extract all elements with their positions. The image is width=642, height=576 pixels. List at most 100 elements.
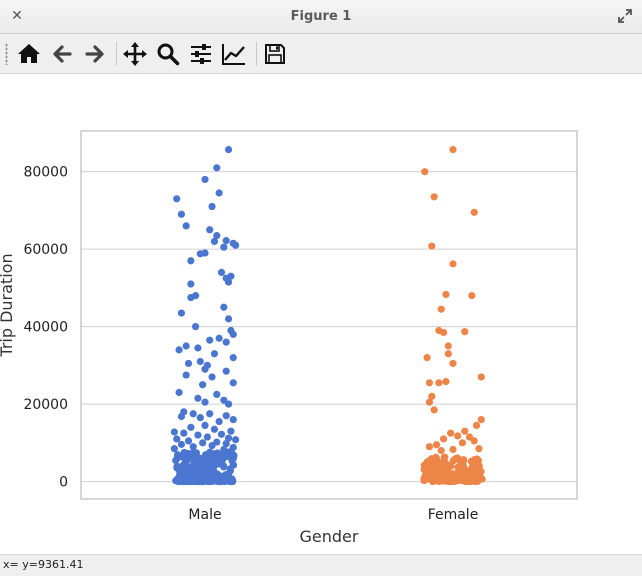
- y-tick-label: 80000: [23, 165, 68, 181]
- data-point: [187, 257, 195, 265]
- grid-layer: [81, 171, 577, 483]
- data-point: [468, 463, 477, 471]
- data-point: [477, 468, 485, 476]
- data-point: [201, 365, 209, 373]
- data-point: [173, 435, 181, 443]
- data-point: [443, 477, 451, 485]
- data-point: [444, 469, 452, 478]
- arrow-right-icon: [85, 45, 104, 63]
- configure-subplots-button[interactable]: [186, 39, 216, 69]
- y-tick-label: 60000: [23, 242, 68, 258]
- zoom-button[interactable]: [153, 39, 183, 69]
- data-point: [192, 472, 200, 481]
- data-point: [432, 441, 441, 449]
- data-point: [437, 305, 445, 313]
- data-point: [464, 476, 472, 484]
- data-point: [444, 342, 452, 350]
- data-point: [177, 309, 186, 317]
- data-point: [210, 425, 219, 433]
- data-point: [189, 410, 197, 418]
- data-point: [468, 292, 476, 300]
- data-point: [202, 466, 211, 474]
- data-point: [425, 379, 434, 387]
- figure-canvas[interactable]: 0 20000 40000 60000 80000 Male Female Gender …: [0, 74, 642, 554]
- data-point: [177, 440, 186, 448]
- data-point: [217, 268, 226, 276]
- data-point: [203, 433, 211, 441]
- data-point: [449, 145, 457, 154]
- back-button[interactable]: [47, 39, 77, 69]
- data-point: [174, 477, 182, 486]
- data-point: [423, 354, 431, 362]
- data-point: [206, 226, 214, 234]
- data-point: [187, 280, 195, 288]
- save-button[interactable]: [260, 39, 290, 69]
- y-tick-layer: 0 20000 40000 60000 80000: [23, 165, 68, 491]
- data-point: [201, 398, 209, 406]
- data-point: [470, 208, 478, 216]
- cursor-coordinates: x= y=9361.41: [3, 558, 84, 571]
- data-point: [430, 193, 438, 201]
- close-icon[interactable]: ✕: [11, 8, 23, 24]
- data-point: [423, 473, 431, 482]
- data-point: [228, 456, 236, 465]
- data-point: [449, 260, 457, 268]
- data-point: [213, 231, 221, 240]
- data-point: [210, 350, 219, 358]
- home-button[interactable]: [14, 39, 44, 69]
- x-tick-layer: Male Female: [188, 507, 478, 523]
- data-point: [458, 439, 467, 447]
- pan-button[interactable]: [120, 39, 150, 69]
- data-point: [442, 290, 450, 299]
- data-point: [430, 406, 438, 414]
- x-axis-label: Gender: [300, 527, 359, 546]
- data-point: [215, 334, 223, 342]
- toolbar-separator: [116, 42, 117, 66]
- status-bar: x= y=9361.41: [0, 554, 642, 576]
- data-point: [177, 412, 186, 421]
- data-point: [420, 465, 428, 473]
- data-point: [461, 427, 469, 435]
- data-point: [222, 237, 230, 245]
- navigation-toolbar: [0, 34, 642, 74]
- data-point: [227, 427, 235, 435]
- zoom-icon: [157, 43, 180, 66]
- maximize-icon[interactable]: [616, 7, 634, 25]
- arrow-left-icon: [53, 45, 72, 63]
- data-point: [465, 469, 473, 477]
- data-point: [220, 243, 228, 251]
- data-point: [189, 443, 197, 451]
- data-point: [181, 455, 189, 463]
- data-point: [198, 456, 206, 464]
- data-point: [215, 417, 223, 426]
- data-point: [224, 434, 233, 442]
- data-point: [444, 350, 452, 358]
- data-point: [174, 452, 182, 460]
- edit-axis-button[interactable]: [219, 39, 249, 69]
- data-point: [187, 423, 195, 431]
- y-axis-label: Trip Duration: [0, 253, 16, 357]
- forward-button[interactable]: [80, 39, 110, 69]
- home-icon: [18, 44, 40, 63]
- data-point: [182, 222, 190, 230]
- data-point: [187, 293, 195, 302]
- data-point: [475, 462, 483, 470]
- data-point: [477, 373, 485, 381]
- data-point: [425, 443, 434, 451]
- data-point: [196, 414, 204, 422]
- data-point: [224, 278, 233, 286]
- data-point: [229, 330, 237, 338]
- data-point: [209, 466, 218, 474]
- plot-frame: [80, 130, 578, 500]
- data-point: [454, 469, 462, 477]
- data-point: [199, 439, 207, 447]
- data-point: [196, 357, 204, 366]
- data-point: [435, 475, 444, 484]
- data-point: [224, 400, 233, 408]
- data-point: [213, 449, 222, 457]
- data-point: [210, 237, 219, 245]
- data-point: [232, 241, 240, 249]
- data-point: [173, 195, 181, 203]
- data-point: [222, 475, 230, 483]
- data-point: [222, 367, 230, 375]
